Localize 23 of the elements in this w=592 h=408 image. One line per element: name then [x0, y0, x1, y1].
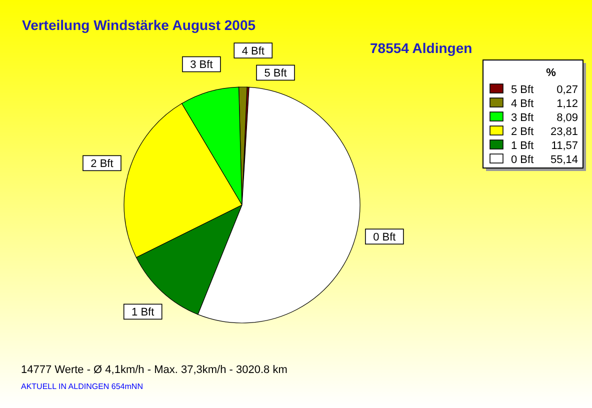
data-label: 8,09	[556, 112, 578, 124]
chart-subtitle: 78554 Aldingen	[370, 40, 472, 56]
legend-title: %	[546, 67, 556, 79]
legend-label: 1 Bft	[511, 140, 534, 152]
text: AKTUELL IN ALDINGEN 654mNN	[21, 382, 144, 391]
data-label: 0,27	[556, 84, 578, 96]
legend-label: 3 Bft	[511, 112, 534, 124]
text: 14777 Werte - Ø 4,1km/h - Max. 37,3km/h - 3020.8 km	[21, 364, 288, 376]
data-label: 23,81	[550, 126, 578, 138]
legend-label: 0 Bft	[511, 154, 534, 166]
slice-label: 3 Bft	[190, 59, 213, 72]
legend-label: 4 Bft	[511, 98, 534, 110]
data-label: 55,14	[550, 154, 578, 166]
legend-label: 2 Bft	[511, 126, 534, 138]
slice-label: 1 Bft	[132, 306, 154, 319]
chart-title: Verteilung Windstärke August 2005	[22, 17, 256, 33]
data-label: 11,57	[551, 140, 578, 152]
category-label: 5 Bft	[264, 68, 287, 80]
slice-label: 0 Bft	[373, 232, 396, 244]
slice-label: 4 Bft	[242, 46, 264, 58]
slice-label: 2 Bft	[90, 158, 114, 170]
legend-label: 5 Bft	[511, 84, 534, 96]
data-label: 1,12	[556, 98, 578, 110]
